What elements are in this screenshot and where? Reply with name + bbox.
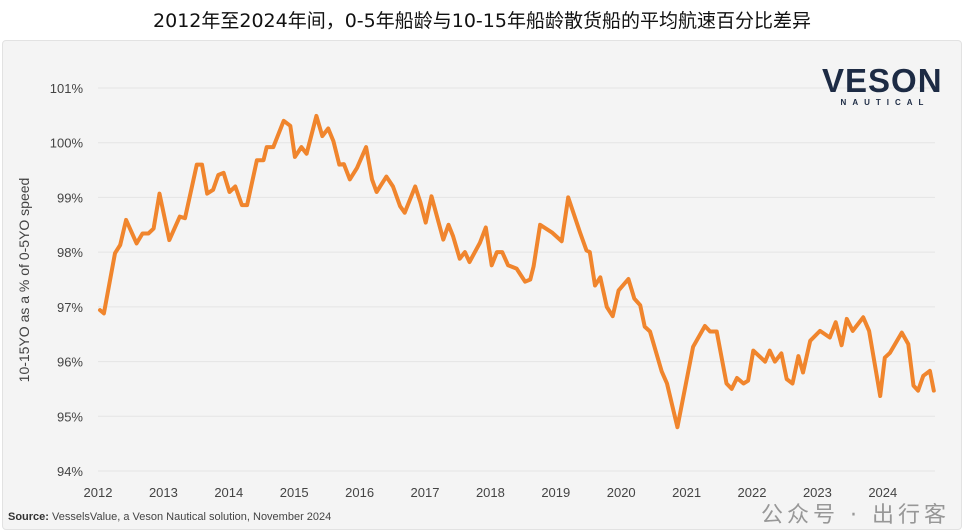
logo-main-text: VESON xyxy=(822,62,943,99)
series-line xyxy=(98,113,936,430)
y-tick-label: 95% xyxy=(57,409,83,424)
y-tick-label: 100% xyxy=(50,136,84,151)
x-tick-label: 2021 xyxy=(672,485,701,500)
logo-sub-text: NAUTICAL xyxy=(840,98,930,107)
y-tick-label: 99% xyxy=(57,190,83,205)
source-note: Source: VesselsValue, a Veson Nautical s… xyxy=(8,511,331,523)
veson-nautical-logo: VESON NAUTICAL xyxy=(822,62,943,108)
y-tick-label: 101% xyxy=(50,81,84,96)
x-tick-label: 2017 xyxy=(411,485,440,500)
page-title: 2012年至2024年间，0-5年船龄与10-15年船龄散货船的平均航速百分比差… xyxy=(153,10,811,32)
x-tick-label: 2016 xyxy=(345,485,374,500)
y-axis-label: 10-15YO as a % of 0-5YO speed xyxy=(16,178,32,383)
x-tick-label: 2020 xyxy=(607,485,636,500)
source-label: Source: xyxy=(8,511,49,523)
source-text: VesselsValue, a Veson Nautical solution,… xyxy=(48,511,332,523)
x-tick-label: 2023 xyxy=(803,485,832,500)
x-tick-label: 2015 xyxy=(280,485,309,500)
x-tick-label: 2018 xyxy=(476,485,505,500)
x-tick-label: 2013 xyxy=(149,485,178,500)
x-tick-label: 2012 xyxy=(84,485,113,500)
watermark: 公众号 · 出行客 xyxy=(761,503,950,528)
y-tick-label: 96% xyxy=(57,355,83,370)
chart-panel xyxy=(2,40,962,530)
y-tick-label: 98% xyxy=(57,245,83,260)
y-tick-label: 97% xyxy=(57,300,83,315)
x-tick-label: 2024 xyxy=(868,485,897,500)
x-tick-label: 2019 xyxy=(541,485,570,500)
y-tick-label: 94% xyxy=(57,464,83,479)
x-tick-label: 2022 xyxy=(738,485,767,500)
x-tick-label: 2014 xyxy=(214,485,243,500)
